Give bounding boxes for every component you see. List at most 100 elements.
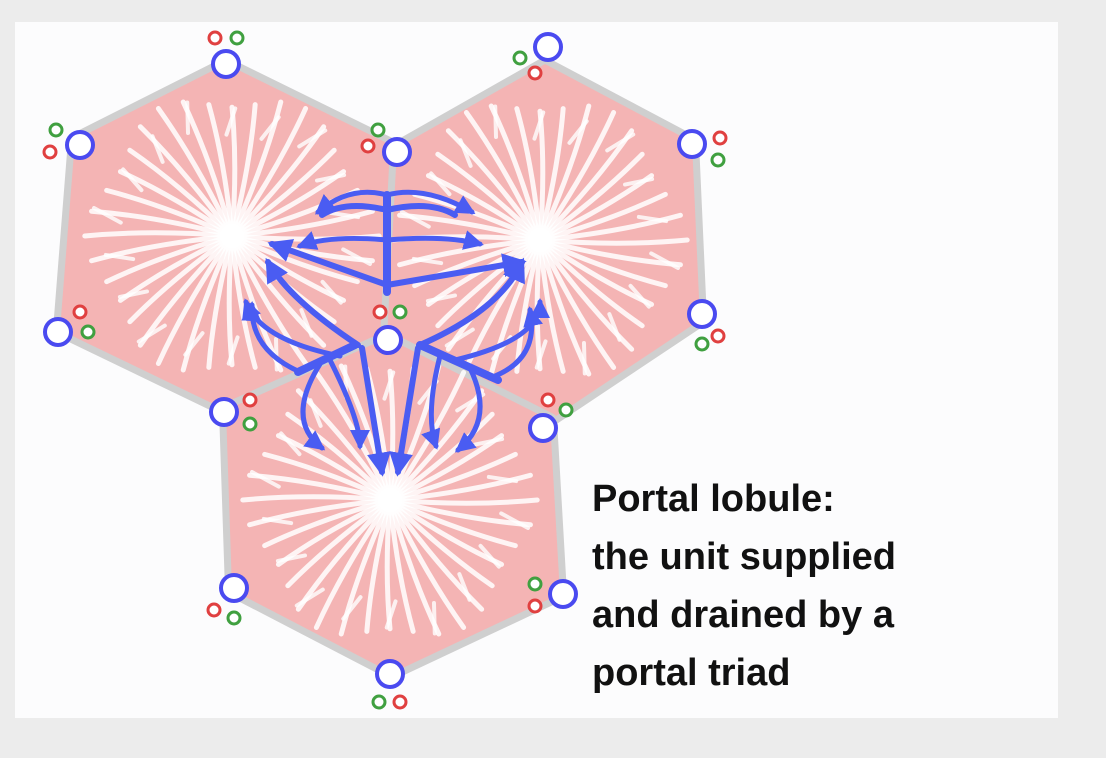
flow-arrow (300, 361, 326, 451)
sinusoid (387, 497, 416, 634)
sinusoid (387, 497, 533, 528)
portal-triad-8 (687, 299, 726, 352)
sinusoid (537, 103, 592, 243)
sinusoid (247, 472, 393, 503)
sinusoid (537, 108, 546, 243)
green-ring-icon (226, 610, 242, 626)
sinusoid (226, 233, 235, 368)
sinusoid (89, 233, 235, 264)
sinusoid (387, 497, 505, 567)
flow-arrow (384, 230, 484, 250)
sinusoid (82, 230, 235, 239)
sinusoid (262, 451, 393, 503)
sinusoid (104, 187, 235, 239)
sinusoid (397, 237, 543, 268)
green-ring-icon (48, 122, 64, 138)
red-ring-icon (710, 328, 726, 344)
sinusoid (537, 173, 655, 243)
sinusoid (537, 128, 635, 243)
sinusoid (537, 237, 668, 289)
sinusoid (387, 497, 540, 506)
sinusoid (364, 497, 393, 634)
sinusoid (180, 233, 235, 373)
sinusoid (229, 169, 347, 239)
central-vein (220, 224, 244, 248)
central-vein (378, 488, 402, 512)
flow-trunk (384, 203, 458, 218)
sinusoid (206, 102, 235, 239)
central-vein (528, 228, 552, 252)
caption-line-2: the unit supplied (592, 536, 896, 578)
flow-arrow (314, 189, 390, 215)
sinusoid (117, 169, 235, 239)
sinusoid (435, 237, 543, 329)
sinusoid (229, 106, 309, 239)
sinusoid (104, 233, 235, 285)
sinusoid (285, 497, 393, 589)
sinusoid (229, 99, 284, 239)
sinusoid (387, 451, 518, 503)
sinusoid (435, 151, 543, 243)
sinusoid (537, 151, 645, 243)
sinusoid (229, 102, 258, 239)
red-ring-icon (72, 304, 88, 320)
sinusoid (127, 233, 235, 325)
blue-ring-icon (687, 299, 717, 329)
flow-arrow (265, 257, 361, 348)
red-ring-icon (712, 130, 728, 146)
portal-triad-13 (371, 659, 408, 710)
sinusoid (117, 233, 235, 303)
portal-triad-12 (527, 576, 578, 614)
red-ring-icon (540, 392, 556, 408)
sinusoid (387, 388, 485, 503)
red-ring-icon (207, 30, 223, 46)
red-ring-icon (242, 392, 258, 408)
sinusoid (206, 233, 235, 370)
sinusoid (155, 106, 235, 239)
blue-ring-icon (219, 573, 249, 603)
sinusoid (127, 147, 235, 239)
green-ring-icon (694, 336, 710, 352)
green-ring-icon (710, 152, 726, 168)
sinusoid (537, 237, 690, 246)
blue-ring-icon (375, 659, 405, 689)
portal-flow-arrows (241, 189, 550, 477)
red-ring-icon (360, 138, 376, 154)
green-ring-icon (558, 402, 574, 418)
sinusoid (247, 497, 393, 528)
sinusoid (537, 237, 655, 307)
sinusoid (240, 494, 393, 503)
caption-line-4: portal triad (592, 652, 791, 694)
sinusoid (338, 497, 393, 637)
green-ring-icon (512, 50, 528, 66)
red-ring-icon (206, 602, 222, 618)
lobule-2 (380, 57, 707, 427)
sinusoid (295, 497, 393, 612)
green-ring-icon (527, 576, 543, 592)
sinusoid (387, 497, 485, 612)
sinusoid (338, 363, 393, 503)
sinusoid (537, 237, 592, 377)
blue-ring-icon (528, 413, 558, 443)
sinusoid (229, 208, 375, 239)
blue-ring-icon (677, 129, 707, 159)
flow-arrow (296, 231, 390, 250)
sinusoid (514, 106, 543, 243)
portal-triad-5 (677, 129, 728, 168)
portal-triad-4 (360, 122, 412, 167)
flow-arrow (327, 357, 370, 450)
caption-line-1: Portal lobule: (592, 478, 835, 520)
blue-ring-icon (373, 325, 403, 355)
sinusoid (155, 233, 235, 366)
sinusoid (229, 104, 238, 239)
green-ring-icon (371, 694, 387, 710)
sinusoid (537, 237, 645, 329)
sinusoid (537, 191, 668, 243)
red-ring-icon (527, 598, 543, 614)
sinusoid (229, 124, 327, 239)
blue-ring-icon (209, 397, 239, 427)
sinusoid (537, 237, 617, 370)
sinusoid (285, 411, 393, 503)
sinusoid (537, 237, 683, 268)
